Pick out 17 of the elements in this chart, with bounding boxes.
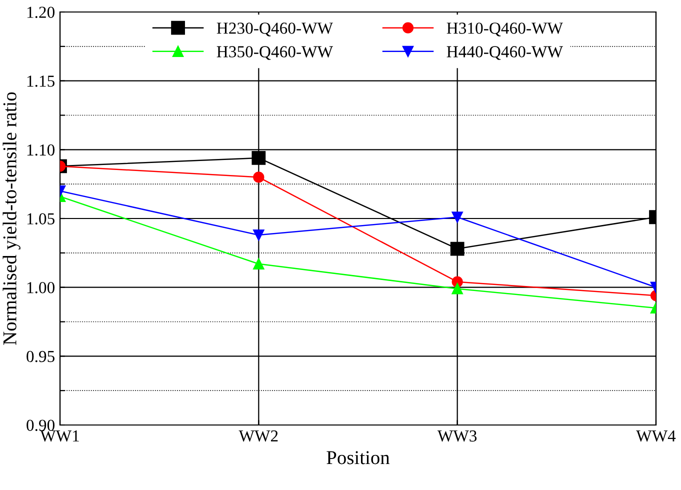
text: 0.90 [26,420,55,432]
y-tick-label: 1.15 [27,76,54,87]
y-tick-label: 1.05 [27,213,54,225]
x-tick-label: WW3 [437,430,477,442]
x-tick-label: WW2 [238,430,278,442]
legend-label: H350-Q460-WW [216,46,333,60]
y-axis-title: Normalised yield-to-tensile ratio [2,92,20,345]
text: 1.10 [27,144,55,156]
legend-label: H310-Q460-WW [446,22,563,36]
x-axis-title: Position [326,451,390,464]
x-tick-label: WW1 [40,430,79,442]
text: 1.00 [27,282,55,294]
y-tick-label: 0.95 [26,350,54,362]
x-tick-label: WW4 [636,430,676,442]
text: 1.20 [27,6,55,18]
legend-label: H440-Q460-WW [446,46,563,60]
legend-label: H230-Q460-WW [216,22,333,36]
